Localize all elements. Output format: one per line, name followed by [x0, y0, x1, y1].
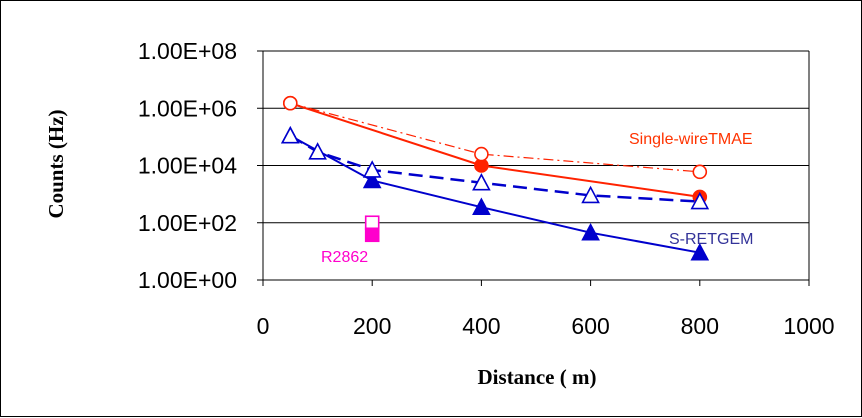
data-point-circle	[692, 164, 708, 180]
data-point-triangle	[362, 170, 382, 189]
data-point-circle	[282, 95, 298, 111]
y-tick-label: 1.00E+08	[138, 38, 237, 64]
data-point-triangle	[472, 173, 491, 191]
x-tick-label: 1000	[783, 313, 834, 339]
data-point-triangle	[690, 191, 710, 210]
x-tick-label: 0	[257, 313, 270, 339]
x-axis-title: Distance ( m)	[478, 365, 597, 389]
axis-layer	[257, 50, 810, 286]
data-point-triangle	[472, 197, 491, 215]
grid-layer	[263, 50, 809, 281]
y-tick-label: 1.00E+02	[138, 210, 237, 236]
series-layer	[280, 95, 710, 261]
annotation-s-retgem: S-RETGEM	[669, 231, 753, 248]
label-layer: 1.00E+00 1.00E+02 1.00E+04 1.00E+06 1.00E+08…	[138, 38, 835, 339]
y-axis-title: Counts (Hz)	[44, 109, 68, 218]
x-tick-label: 400	[462, 313, 500, 339]
data-point-triangle	[362, 160, 382, 178]
annotation-single-wire-tmae: Single-wireTMAE	[629, 131, 753, 148]
series-line-0	[289, 102, 700, 198]
series-line-1	[290, 102, 700, 173]
data-point-triangle	[690, 242, 710, 261]
x-tick-label: 800	[681, 313, 719, 339]
data-point-square	[364, 215, 380, 231]
data-point-triangle	[581, 222, 600, 241]
y-tick-label: 1.00E+00	[138, 267, 237, 293]
x-tick-label: 600	[571, 313, 609, 339]
y-tick-label: 1.00E+06	[138, 95, 237, 121]
series-line-3	[289, 134, 700, 203]
annotation-r2862: R2862	[321, 249, 368, 266]
data-point-triangle	[581, 185, 600, 204]
data-point-square	[364, 227, 380, 243]
data-point-circle	[474, 146, 489, 162]
data-point-triangle	[280, 125, 300, 144]
series-line-2	[289, 134, 700, 254]
x-tick-label: 200	[353, 313, 391, 339]
y-tick-label: 1.00E+04	[138, 153, 237, 179]
data-point-triangle	[308, 142, 327, 160]
